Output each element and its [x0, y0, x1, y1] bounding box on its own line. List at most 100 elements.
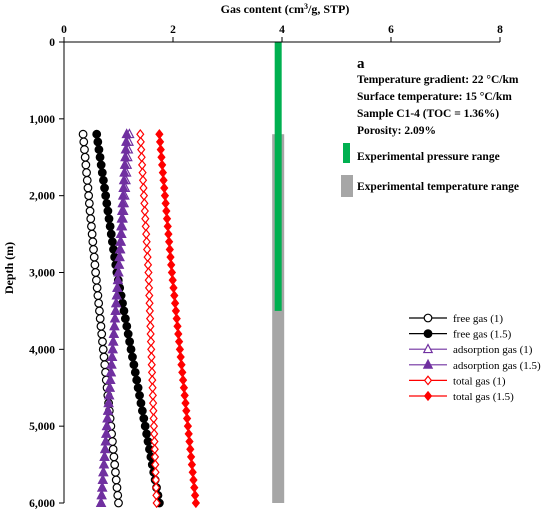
data-point — [95, 306, 104, 316]
legend-label: adsorption gas (1) — [453, 344, 533, 356]
legend-item: total gas (1) — [409, 375, 506, 387]
data-point — [158, 159, 167, 171]
data-point — [99, 443, 111, 454]
data-point — [95, 152, 105, 162]
data-point — [164, 228, 173, 240]
data-point — [142, 429, 152, 439]
data-point — [132, 375, 142, 385]
pressure-range-label: Experimental pressure range — [357, 151, 500, 163]
data-point — [173, 321, 182, 332]
data-point — [140, 421, 150, 431]
legend-item: free gas (1.5) — [409, 329, 512, 341]
data-point — [96, 321, 106, 331]
data-point — [122, 321, 132, 331]
data-point — [137, 406, 147, 416]
data-point — [175, 344, 185, 355]
data-point — [93, 291, 103, 300]
data-point — [109, 320, 120, 331]
y-tick-label: 6,000 — [29, 498, 55, 510]
data-point — [97, 168, 107, 178]
data-point — [136, 129, 145, 140]
data-point — [160, 182, 169, 194]
data-point — [103, 206, 113, 216]
data-point — [170, 290, 179, 301]
data-point — [109, 312, 121, 323]
data-point — [110, 304, 121, 315]
data-point — [169, 282, 178, 294]
data-point — [186, 451, 196, 463]
data-point — [137, 152, 146, 163]
y-tick-label: 0 — [49, 37, 55, 49]
legend-label: free gas (1.5) — [453, 329, 512, 341]
pressure-range-bar — [274, 42, 282, 311]
legend-marker — [423, 313, 433, 323]
data-point — [91, 275, 101, 285]
data-point — [167, 267, 177, 278]
data-point — [162, 205, 171, 217]
series-total-gas-1 — [136, 129, 161, 509]
x-tick-label: 4 — [279, 24, 285, 36]
legend-label: total gas (1) — [453, 375, 506, 387]
experimental-range-bars — [272, 42, 285, 503]
data-point — [113, 490, 123, 500]
data-point — [165, 244, 174, 255]
data-point — [187, 459, 197, 470]
annotation-surface-temp: Surface temperature: 15 °C/km — [357, 91, 512, 103]
data-point — [140, 205, 149, 217]
legend-marker — [422, 343, 434, 354]
data-point — [91, 268, 101, 277]
data-point — [108, 335, 119, 346]
series-free-gas-1-5 — [92, 129, 164, 508]
data-point — [139, 190, 149, 201]
data-point — [84, 198, 94, 208]
data-point — [139, 414, 149, 423]
data-point — [95, 314, 105, 324]
data-point — [167, 259, 176, 270]
data-point — [174, 336, 184, 347]
data-point — [111, 475, 121, 485]
data-point — [137, 159, 147, 171]
panel-label: a — [357, 56, 365, 72]
data-point — [79, 137, 89, 147]
data-point — [142, 228, 151, 240]
series-adsorption-gas-1-5 — [95, 128, 132, 507]
data-point — [87, 229, 97, 239]
data-point — [142, 244, 152, 255]
legend-item: free gas (1) — [409, 313, 503, 325]
data-point — [162, 213, 172, 224]
data-point — [182, 413, 192, 424]
data-point — [92, 283, 102, 293]
data-point — [140, 198, 149, 209]
legend-label: free gas (1) — [453, 313, 503, 325]
data-point — [98, 466, 109, 477]
data-point — [108, 327, 120, 338]
data-point — [156, 144, 165, 155]
data-point — [78, 129, 88, 139]
y-tick-label: 4,000 — [29, 344, 55, 356]
y-tick-label: 2,000 — [29, 191, 55, 203]
data-point — [111, 467, 120, 477]
data-point — [110, 460, 120, 469]
data-point — [178, 374, 188, 386]
data-point — [96, 489, 107, 500]
legend-marker — [423, 329, 433, 339]
data-point — [135, 391, 144, 400]
data-point — [97, 481, 108, 492]
x-tick-label: 8 — [497, 24, 503, 36]
data-point — [94, 145, 104, 154]
data-point — [155, 136, 165, 148]
x-tick-labels: 0 2 4 6 8 — [61, 24, 503, 42]
data-point — [138, 175, 148, 186]
data-point — [157, 152, 166, 163]
pressure-range-swatch — [343, 143, 350, 163]
data-point — [185, 436, 194, 447]
data-point — [96, 160, 106, 170]
data-point — [88, 237, 98, 247]
data-point — [114, 498, 123, 508]
data-point — [177, 359, 186, 370]
data-point — [112, 483, 122, 493]
data-point — [106, 229, 116, 239]
data-point — [101, 191, 111, 201]
data-point — [191, 497, 201, 509]
